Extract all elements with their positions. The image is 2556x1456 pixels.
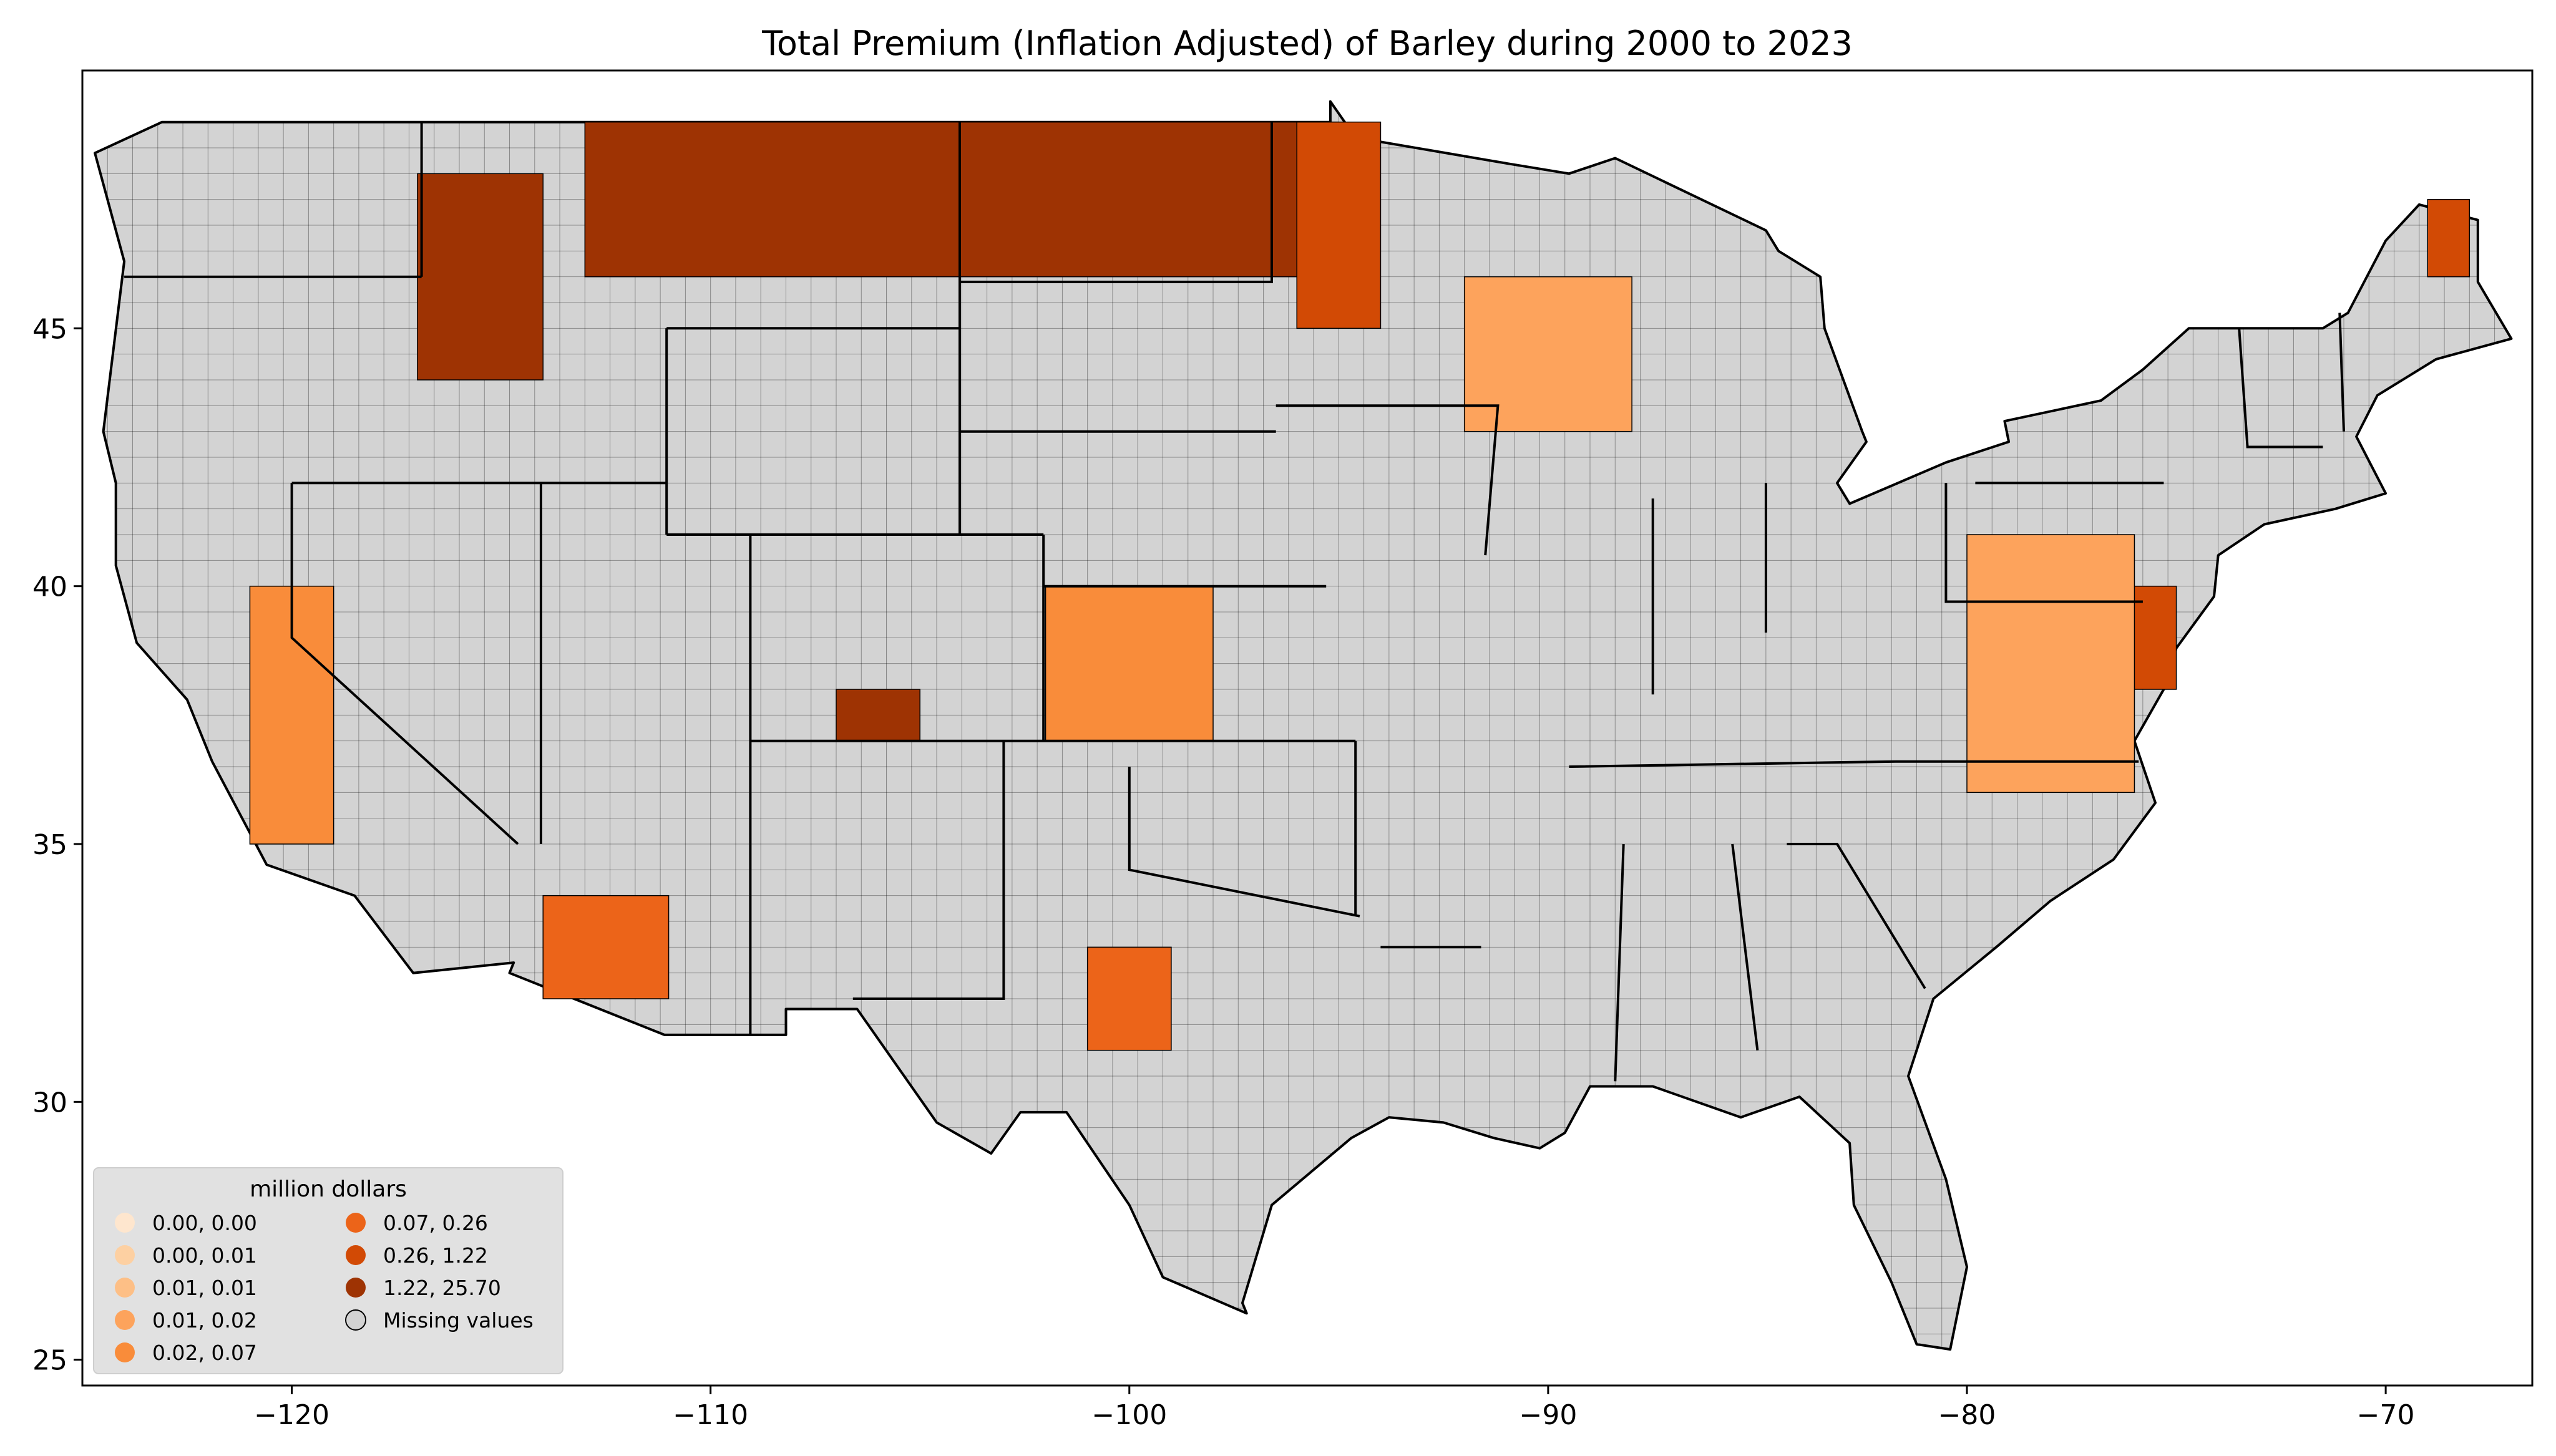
state-border	[1614, 843, 1625, 1082]
colored-regions	[249, 121, 2471, 1051]
y-tick-label: 30	[32, 1087, 67, 1119]
region-pennsylvania-virginia	[1966, 534, 2135, 794]
x-tick-label: −70	[2357, 1399, 2415, 1431]
legend-marker	[346, 1213, 366, 1233]
y-axis: 25 30 35 40 45	[32, 313, 82, 1377]
legend-marker	[115, 1278, 135, 1298]
legend-label: 0.26, 1.22	[383, 1243, 488, 1268]
legend-title: million dollars	[250, 1177, 407, 1202]
conus-outline	[94, 100, 2513, 1351]
legend-items: 0.00, 0.00 0.00, 0.01 0.01, 0.01 0.01, 0.02…	[115, 1211, 534, 1365]
x-tick-label: −120	[254, 1399, 329, 1431]
state-border	[1276, 404, 1500, 556]
legend-label: 0.02, 0.07	[152, 1341, 257, 1365]
region-south-central-colorado	[836, 689, 920, 742]
region-northern-plains-nd-northern-mt-	[584, 121, 1340, 278]
legend-marker	[346, 1245, 366, 1265]
region-central-minnesota	[1296, 121, 1382, 329]
region-northern-maine	[2427, 198, 2471, 278]
region-arizona	[542, 895, 670, 999]
state-border	[1128, 767, 1360, 918]
legend-marker	[345, 1309, 366, 1331]
state-border	[852, 740, 1005, 1000]
legend-label: 0.01, 0.02	[152, 1308, 257, 1332]
legend-label: 0.00, 0.00	[152, 1211, 257, 1235]
chart-title: Total Premium (Inflation Adjusted) of Ba…	[761, 24, 1853, 63]
legend: million dollars 0.00, 0.00 0.00, 0.01 0.01…	[93, 1167, 563, 1374]
x-tick-label: −110	[673, 1399, 748, 1431]
region-northern-idaho-eastern-washington	[417, 173, 544, 381]
state-border	[2238, 328, 2323, 449]
state-borders	[124, 122, 2345, 1082]
state-border	[960, 122, 1273, 283]
x-tick-label: −90	[1519, 1399, 1577, 1431]
legend-label: Missing values	[383, 1308, 534, 1332]
legend-label: 1.22, 25.70	[383, 1276, 501, 1300]
legend-marker	[115, 1310, 135, 1330]
legend-marker	[115, 1213, 135, 1233]
state-border	[2338, 313, 2345, 432]
y-tick-label: 35	[32, 829, 67, 861]
legend-label: 0.00, 0.01	[152, 1243, 257, 1268]
x-tick-label: −100	[1091, 1399, 1167, 1431]
region-texas-rolling-plains	[1086, 946, 1172, 1051]
state-border	[290, 483, 519, 845]
region-central-wisconsin	[1463, 276, 1632, 432]
y-tick-label: 40	[32, 571, 67, 603]
legend-label: 0.07, 0.26	[383, 1211, 488, 1235]
state-border	[1944, 483, 2143, 603]
state-border	[1787, 843, 1926, 989]
legend-marker	[115, 1245, 135, 1265]
state-border	[1569, 760, 2139, 768]
legend-label: 0.01, 0.01	[152, 1276, 257, 1300]
y-tick-label: 45	[32, 313, 67, 345]
us-county-map	[94, 100, 2513, 1351]
state-border	[1731, 843, 1759, 1051]
x-axis: −120 −110 −100 −90 −80 −70	[254, 1386, 2415, 1431]
legend-marker	[346, 1278, 366, 1298]
y-tick-label: 25	[32, 1345, 67, 1377]
legend-marker	[115, 1342, 135, 1362]
region-western-kansas-nebraska	[1045, 585, 1214, 742]
x-tick-label: −80	[1938, 1399, 1996, 1431]
legend-box	[93, 1167, 563, 1374]
